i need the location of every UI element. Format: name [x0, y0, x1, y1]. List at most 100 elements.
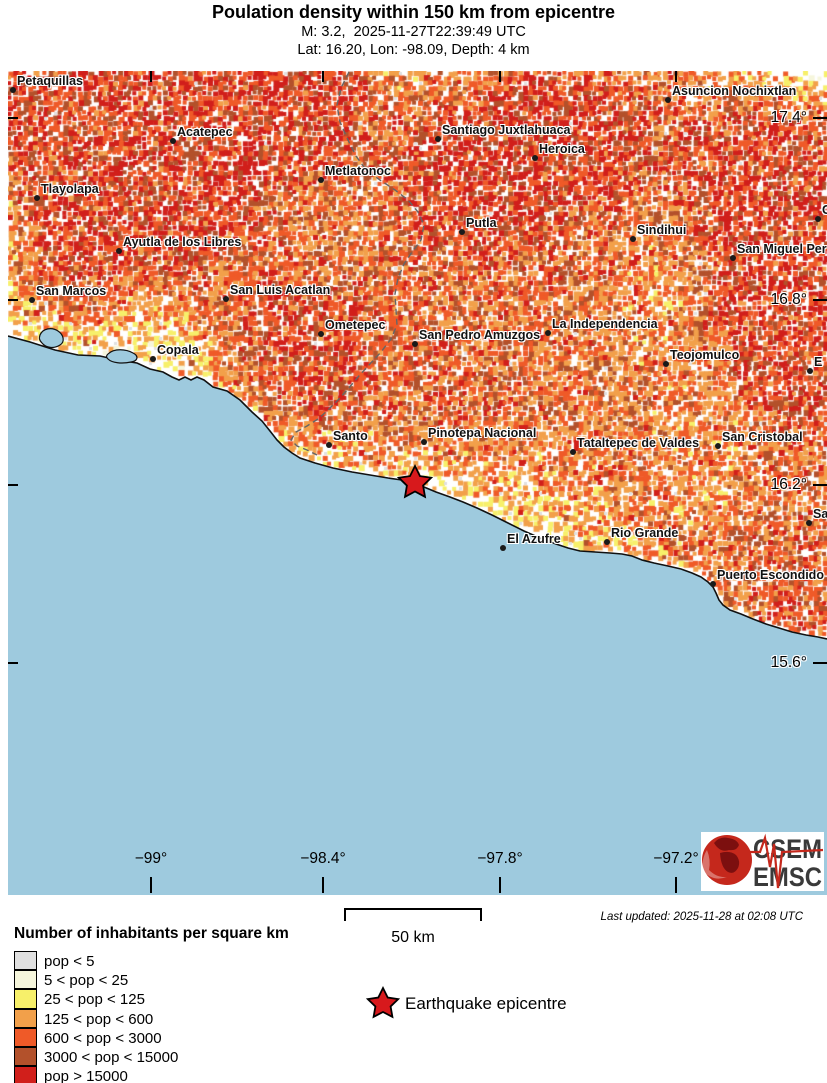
city-label-e: E: [814, 355, 823, 369]
city-dot-teojomulco: [663, 361, 669, 367]
legend-swatch-5: [14, 1027, 37, 1047]
legend-title: Number of inhabitants per square km: [14, 925, 289, 942]
city-dot-g: [815, 216, 821, 222]
city-label-putla: Putla: [466, 216, 497, 230]
city-dot-san-marcos: [29, 297, 35, 303]
city-dot-tataltepec-de-valdes: [570, 449, 576, 455]
city-label-san-luis-acatlan: San Luis Acatlan: [230, 283, 331, 297]
city-label-san-pedro-amuzgos: San Pedro Amuzgos: [419, 328, 541, 342]
legend-class-label-2: 5 < pop < 25: [44, 972, 129, 990]
city-dot-copala: [150, 356, 156, 362]
population-density-map: CSEM EMSC Petaquillas Acatepec Tlayolapa Met…: [8, 71, 827, 895]
city-label-rio-grande: Rio Grande: [611, 526, 679, 540]
city-dot-puerto-escondido: [710, 581, 716, 587]
legend-swatch-3: [14, 989, 37, 1009]
city-label-san-miguel-per: San Miguel Per: [737, 242, 827, 256]
legend-swatch-4: [14, 1008, 37, 1028]
scale-bar-label: 50 km: [391, 929, 435, 946]
logo-line2: EMSC: [753, 862, 822, 892]
city-label-acatepec: Acatepec: [177, 125, 233, 139]
legend-class-label-1: pop < 5: [44, 953, 95, 970]
city-label-santiago-juxtlahuaca: Santiago Juxtlahuaca: [442, 123, 571, 137]
city-dot-rio-grande: [604, 539, 610, 545]
city-dot-metlatonoc: [318, 177, 324, 183]
city-label-ayutla-de-los-libres: Ayutla de los Libres: [123, 235, 242, 249]
ocean: [8, 336, 827, 895]
city-label-san-cristobal: San Cristobal: [722, 430, 803, 444]
last-updated-text: Last updated: 2025-11-28 at 02:08 UTC: [600, 911, 803, 923]
city-label-la-independencia: La Independencia: [552, 317, 658, 331]
epicenter-star-legend: [365, 985, 401, 1019]
city-label-ometepec: Ometepec: [325, 318, 386, 332]
city-label-puerto-escondido: Puerto Escondido: [717, 568, 824, 582]
legend-swatch-6: [14, 1047, 37, 1067]
city-dot-tlayolapa: [34, 195, 40, 201]
city-dot-ometepec: [318, 331, 324, 337]
city-label-santo: Santo: [333, 429, 368, 443]
coastline: [8, 335, 827, 640]
city-label-san-marcos: San Marcos: [36, 284, 107, 298]
lon-label--97.8: −97.8°: [477, 850, 523, 867]
scale-bar: [344, 908, 482, 921]
legend-class-label-6: 3000 < pop < 15000: [44, 1049, 179, 1066]
city-label-g: G: [822, 203, 827, 217]
epicenter-star-legend-icon: [365, 985, 401, 1019]
lat-label-17.4: 17.4°: [770, 109, 807, 126]
state-boundary-dashed: [290, 71, 425, 456]
city-dot-heroica: [532, 155, 538, 161]
lat-label-16.2: 16.2°: [770, 476, 807, 493]
legend-swatch-2: [14, 970, 37, 990]
city-dot-san-miguel-per: [730, 255, 736, 261]
legend-class-label-4: 125 < pop < 600: [44, 1010, 154, 1028]
page-title: Poulation density within 150 km from epi…: [211, 2, 616, 22]
city-dot-asuncion-nochixtlan: [665, 97, 671, 103]
city-dot-la-independencia: [545, 330, 551, 336]
city-label-el-azufre: El Azufre: [507, 532, 561, 546]
city-dot-pinotepa-nacional: [421, 439, 427, 445]
city-label-heroica: Heroica: [539, 142, 585, 156]
event-magnitude-time: M: 3.2, 2025-11-27T22:39:49 UTC: [301, 24, 526, 40]
logo-seismogram-trace: [748, 833, 824, 889]
city-dot-san-luis-acatlan: [223, 296, 229, 302]
lon-label--98.4: −98.4°: [300, 850, 346, 867]
epicenter-star: [396, 463, 434, 499]
city-label-metlatonoc: Metlatonoc: [325, 164, 391, 178]
legend-class-label-7: pop > 15000: [44, 1068, 128, 1083]
city-dot-sa: [806, 520, 812, 526]
legend-swatch-1: [14, 951, 37, 971]
lagoon-1: [38, 328, 64, 349]
city-label-petaquillas: Petaquillas: [17, 74, 83, 88]
epicenter-legend-label: Earthquake epicentre: [405, 994, 567, 1013]
lat-label-16.8: 16.8°: [770, 291, 807, 308]
city-dot-santiago-juxtlahuaca: [435, 136, 441, 142]
lat-label-15.6: 15.6°: [770, 654, 807, 671]
city-dot-ayutla-de-los-libres: [116, 248, 122, 254]
city-dot-el-azufre: [500, 545, 506, 551]
city-label-sa: Sa: [813, 507, 827, 521]
lon-label--97.2: −97.2°: [653, 850, 699, 867]
event-coordinates: Lat: 16.20, Lon: -98.09, Depth: 4 km: [297, 42, 530, 58]
legend-class-label-3: 25 < pop < 125: [44, 991, 145, 1009]
city-label-copala: Copala: [157, 343, 199, 357]
logo-line1: CSEM: [753, 834, 822, 864]
lagoon-2: [105, 349, 138, 364]
legend-swatch-7: [14, 1066, 37, 1083]
city-label-pinotepa-nacional: Pinotepa Nacional: [428, 426, 537, 440]
city-label-tataltepec-de-valdes: Tataltepec de Valdes: [577, 436, 700, 450]
city-dot-putla: [459, 229, 465, 235]
city-dot-acatepec: [170, 138, 176, 144]
lon-label--99: −99°: [134, 850, 168, 867]
city-dot-e: [807, 368, 813, 374]
city-dot-san-pedro-amuzgos: [412, 341, 418, 347]
city-label-asuncion-nochixtlan: Asuncion Nochixtlan: [672, 84, 797, 98]
city-dot-sindihui: [630, 236, 636, 242]
city-label-teojomulco: Teojomulco: [670, 348, 740, 362]
city-label-tlayolapa: Tlayolapa: [41, 182, 99, 196]
city-dot-petaquillas: [10, 87, 16, 93]
city-dot-santo: [326, 442, 332, 448]
city-dot-san-cristobal: [715, 443, 721, 449]
legend-class-label-5: 600 < pop < 3000: [44, 1029, 162, 1047]
